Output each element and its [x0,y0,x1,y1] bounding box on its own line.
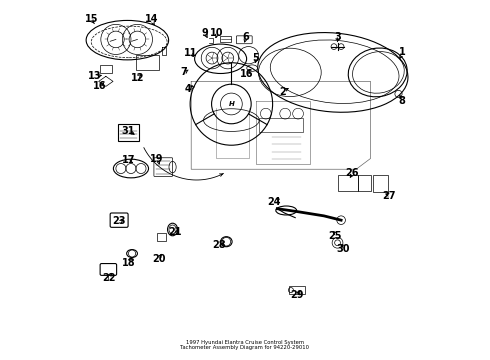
Text: 19: 19 [150,154,164,164]
Text: 5: 5 [252,53,259,63]
Text: 4: 4 [184,84,191,94]
Text: 6: 6 [243,32,249,41]
Text: 3: 3 [335,32,342,41]
Text: 16: 16 [240,69,253,79]
Text: 9: 9 [201,28,208,38]
Text: 28: 28 [212,240,226,250]
Text: 30: 30 [337,244,350,254]
Text: 20: 20 [152,254,166,264]
Text: 1997 Hyundai Elantra Cruise Control System
Tachometer Assembly Diagram for 94220: 1997 Hyundai Elantra Cruise Control Syst… [180,339,310,350]
Text: 31: 31 [122,126,135,135]
Text: 17: 17 [122,155,135,165]
Text: 26: 26 [345,168,359,178]
Text: 24: 24 [268,197,281,207]
Text: 2: 2 [279,87,286,97]
Text: 22: 22 [102,273,116,283]
Text: 14: 14 [145,14,158,24]
Text: 8: 8 [399,96,406,106]
Text: 27: 27 [382,191,396,201]
Text: 13: 13 [88,71,102,81]
Text: 1: 1 [399,46,405,57]
Text: 15: 15 [85,14,98,24]
Text: 29: 29 [290,291,304,301]
Text: 7: 7 [181,67,187,77]
Text: 12: 12 [131,73,145,83]
Text: 10: 10 [210,28,223,38]
Text: 16: 16 [93,81,106,91]
Text: 21: 21 [169,227,182,237]
Text: 25: 25 [329,231,342,240]
Text: H: H [228,101,234,107]
Text: 11: 11 [184,48,197,58]
Text: 18: 18 [122,258,135,268]
Text: 23: 23 [112,216,125,226]
